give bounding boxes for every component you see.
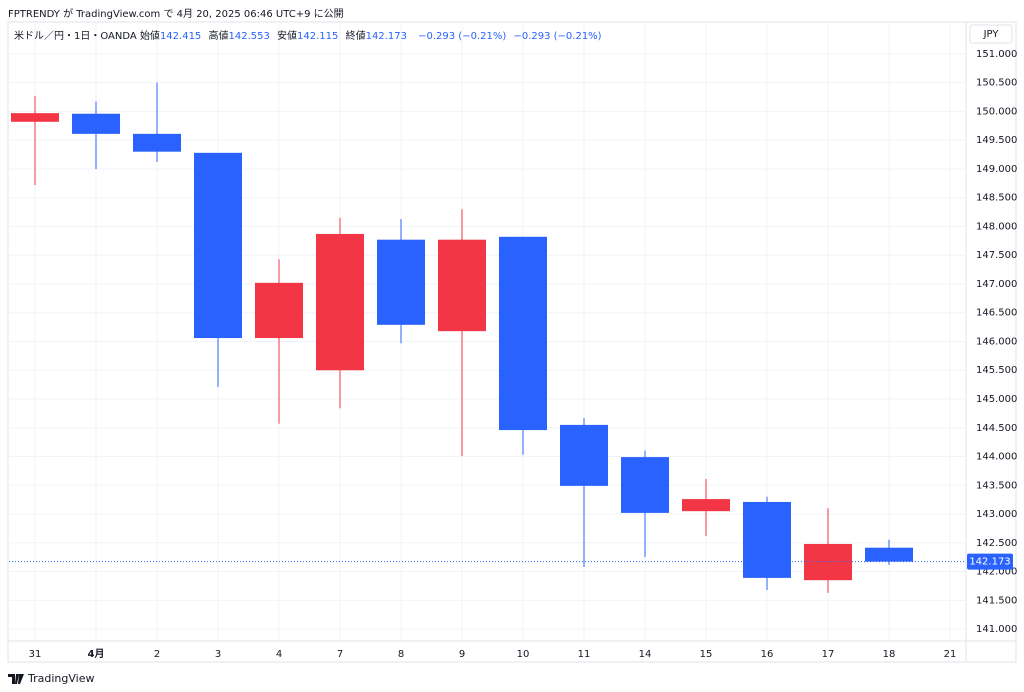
- candle-body: [865, 547, 913, 562]
- y-tick-label: 145.000: [976, 394, 1017, 405]
- x-tick-label: 9: [459, 649, 465, 660]
- x-tick-label: 7: [337, 649, 343, 660]
- x-tick-label: 3: [215, 649, 221, 660]
- y-tick-label: 148.000: [976, 221, 1017, 232]
- ohlc-legend: 始値142.415 高値142.553 安値142.115 終値142.173: [140, 31, 411, 42]
- candle-body: [499, 236, 547, 431]
- candle-body: [72, 113, 120, 134]
- y-tick-label: 149.000: [976, 164, 1017, 175]
- candle-body: [316, 233, 364, 371]
- y-tick-label: 146.500: [976, 308, 1017, 319]
- footer-text: TradingView: [28, 672, 95, 685]
- y-tick-label: 146.000: [976, 336, 1017, 347]
- ohlc-label: 始値: [139, 31, 160, 42]
- x-tick-label: 17: [822, 649, 835, 660]
- y-tick-label: 144.000: [976, 452, 1017, 463]
- candle-body: [682, 499, 730, 512]
- currency[interactable]: JPY: [983, 29, 1000, 40]
- symbol: 米ドル／円・1日・OANDA: [14, 31, 137, 42]
- legend: 米ドル／円・1日・OANDA 始値142.415 高値142.553 安値142…: [14, 27, 602, 42]
- currency-box[interactable]: [969, 24, 1013, 44]
- candle-body: [133, 133, 181, 152]
- x-tick-label: 15: [700, 649, 713, 660]
- x-tick-label: 2: [154, 649, 160, 660]
- ohlc-value: 142.415: [159, 31, 202, 42]
- ohlc-label: 終値: [345, 31, 366, 42]
- last-price-label: 142.173: [969, 557, 1010, 568]
- y-tick-label: 148.500: [976, 193, 1017, 204]
- logo: [8, 673, 24, 684]
- y-tick-label: 147.000: [976, 279, 1017, 290]
- x-tick-label: 16: [761, 649, 774, 660]
- ohlc-label: 安値: [277, 31, 298, 42]
- y-tick-label: 150.500: [976, 78, 1017, 89]
- x-tick-label: 10: [517, 649, 530, 660]
- y-tick-label: 144.500: [976, 423, 1017, 434]
- candle-body: [255, 282, 303, 339]
- ohlc-value: 142.553: [228, 31, 270, 42]
- last-price-box: [967, 553, 1013, 570]
- y-tick-label: 141.000: [976, 624, 1017, 635]
- y-tick-label: 143.000: [976, 509, 1017, 520]
- y-tick-label: 149.500: [976, 135, 1017, 146]
- change: −0.293 (−0.21%): [513, 31, 602, 42]
- y-tick-label: 147.500: [976, 250, 1017, 261]
- candle-body: [621, 457, 669, 513]
- x-tick-label: 31: [29, 649, 42, 660]
- x-tick-label: 4月: [88, 648, 105, 660]
- x-tick-label: 4: [276, 649, 282, 660]
- footer: TradingView: [8, 672, 94, 685]
- candle-body: [11, 113, 59, 122]
- change: −0.293 (−0.21%): [418, 31, 507, 42]
- x-tick-label: 14: [639, 649, 652, 660]
- x-tick-label: 21: [944, 649, 957, 660]
- header: FPTRENDY が TradingView.com で 4月 20, 2025…: [8, 9, 344, 20]
- candle-body: [377, 239, 425, 325]
- ohlc-label: 高値: [208, 31, 229, 42]
- y-tick-label: 142.500: [976, 538, 1017, 549]
- candle-body: [560, 424, 608, 486]
- candle-body: [743, 501, 791, 578]
- x-tick-label: 18: [883, 649, 896, 660]
- y-tick-label: 145.500: [976, 365, 1017, 376]
- x-tick-label: 11: [578, 649, 591, 660]
- frame: [7, 21, 1017, 663]
- x-tick-label: 8: [398, 649, 404, 660]
- y-tick-label: 141.500: [976, 595, 1017, 606]
- y-tick-label: 142.000: [976, 567, 1017, 578]
- y-tick-label: 151.000: [976, 49, 1017, 60]
- y-tick-label: 143.500: [976, 480, 1017, 491]
- ohlc-value: 142.115: [297, 31, 339, 42]
- candle-body: [194, 152, 242, 339]
- y-tick-label: 150.000: [976, 106, 1017, 117]
- candle-body: [438, 239, 486, 332]
- ohlc-value: 142.173: [365, 31, 407, 42]
